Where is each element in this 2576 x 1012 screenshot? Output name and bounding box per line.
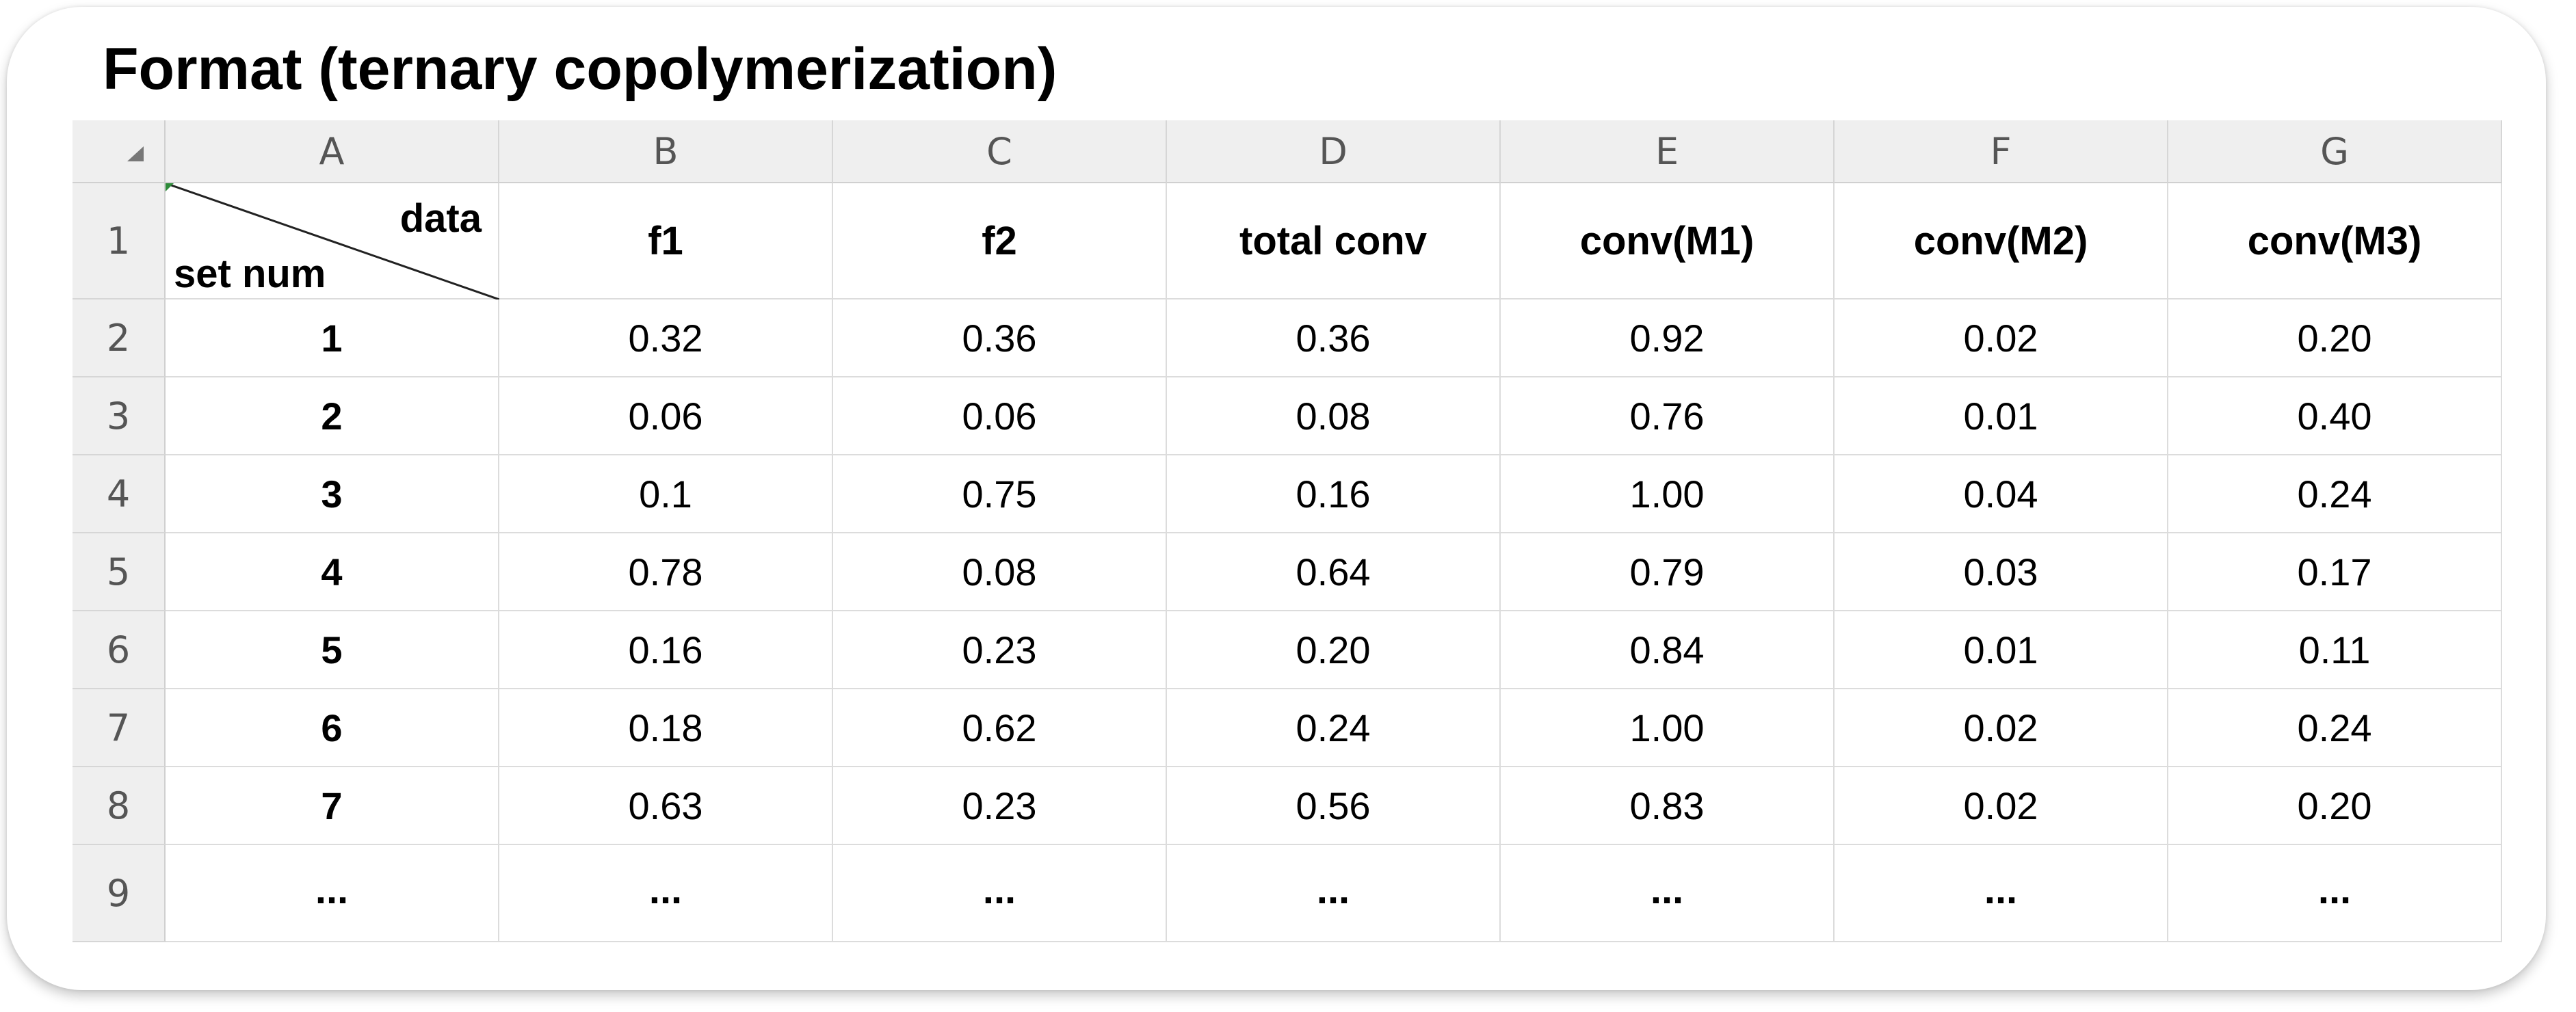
cell-f6[interactable]: 0.01 bbox=[1835, 611, 2168, 689]
cell-a3[interactable]: 2 bbox=[166, 377, 499, 455]
cell-d8[interactable]: 0.56 bbox=[1167, 767, 1501, 845]
row-header-5[interactable]: 5 bbox=[73, 533, 166, 611]
cell-f8[interactable]: 0.02 bbox=[1835, 767, 2168, 845]
diagonal-divider bbox=[166, 183, 499, 299]
row-header-1[interactable]: 1 bbox=[73, 183, 166, 299]
cell-g5[interactable]: 0.17 bbox=[2168, 533, 2502, 611]
cell-e7[interactable]: 1.00 bbox=[1501, 689, 1835, 767]
cell-g9[interactable]: ... bbox=[2168, 845, 2502, 942]
page-title: Format (ternary copolymerization) bbox=[103, 36, 1057, 102]
cell-e3[interactable]: 0.76 bbox=[1501, 377, 1835, 455]
selection-marker-icon bbox=[166, 183, 174, 191]
cell-f9[interactable]: ... bbox=[1835, 845, 2168, 942]
cell-c3[interactable]: 0.06 bbox=[833, 377, 1167, 455]
cell-b2[interactable]: 0.32 bbox=[499, 299, 833, 377]
cell-a2[interactable]: 1 bbox=[166, 299, 499, 377]
cell-d2[interactable]: 0.36 bbox=[1167, 299, 1501, 377]
cell-f4[interactable]: 0.04 bbox=[1835, 455, 2168, 533]
cell-a1-diagonal-header[interactable]: data set num bbox=[166, 183, 499, 299]
cell-c1-header[interactable]: f2 bbox=[833, 183, 1167, 299]
column-header-d[interactable]: D bbox=[1167, 120, 1501, 183]
diagonal-line bbox=[166, 183, 499, 299]
cell-e9[interactable]: ... bbox=[1501, 845, 1835, 942]
cell-a8[interactable]: 7 bbox=[166, 767, 499, 845]
row-header-4[interactable]: 4 bbox=[73, 455, 166, 533]
spreadsheet-grid: A B C D E F G 1 data set num f1 f2 total conv conv(M1… bbox=[73, 120, 2502, 942]
cell-b1-header[interactable]: f1 bbox=[499, 183, 833, 299]
cell-c9[interactable]: ... bbox=[833, 845, 1167, 942]
cell-c7[interactable]: 0.62 bbox=[833, 689, 1167, 767]
cell-e4[interactable]: 1.00 bbox=[1501, 455, 1835, 533]
cell-f5[interactable]: 0.03 bbox=[1835, 533, 2168, 611]
cell-b7[interactable]: 0.18 bbox=[499, 689, 833, 767]
cell-a6[interactable]: 5 bbox=[166, 611, 499, 689]
cell-d6[interactable]: 0.20 bbox=[1167, 611, 1501, 689]
cell-f3[interactable]: 0.01 bbox=[1835, 377, 2168, 455]
cell-c5[interactable]: 0.08 bbox=[833, 533, 1167, 611]
cell-g8[interactable]: 0.20 bbox=[2168, 767, 2502, 845]
column-header-b[interactable]: B bbox=[499, 120, 833, 183]
cell-g3[interactable]: 0.40 bbox=[2168, 377, 2502, 455]
cell-d3[interactable]: 0.08 bbox=[1167, 377, 1501, 455]
column-header-e[interactable]: E bbox=[1501, 120, 1835, 183]
a1-top-label: data bbox=[399, 196, 482, 241]
cell-f2[interactable]: 0.02 bbox=[1835, 299, 2168, 377]
cell-a5[interactable]: 4 bbox=[166, 533, 499, 611]
cell-b3[interactable]: 0.06 bbox=[499, 377, 833, 455]
cell-d4[interactable]: 0.16 bbox=[1167, 455, 1501, 533]
cell-a4[interactable]: 3 bbox=[166, 455, 499, 533]
cell-g6[interactable]: 0.11 bbox=[2168, 611, 2502, 689]
cell-e5[interactable]: 0.79 bbox=[1501, 533, 1835, 611]
cell-c8[interactable]: 0.23 bbox=[833, 767, 1167, 845]
cell-d5[interactable]: 0.64 bbox=[1167, 533, 1501, 611]
cell-d9[interactable]: ... bbox=[1167, 845, 1501, 942]
cell-g1-header[interactable]: conv(M3) bbox=[2168, 183, 2502, 299]
cell-c4[interactable]: 0.75 bbox=[833, 455, 1167, 533]
column-header-c[interactable]: C bbox=[833, 120, 1167, 183]
row-header-9[interactable]: 9 bbox=[73, 845, 166, 942]
cell-c2[interactable]: 0.36 bbox=[833, 299, 1167, 377]
cell-e6[interactable]: 0.84 bbox=[1501, 611, 1835, 689]
row-header-7[interactable]: 7 bbox=[73, 689, 166, 767]
cell-b4[interactable]: 0.1 bbox=[499, 455, 833, 533]
cell-a7[interactable]: 6 bbox=[166, 689, 499, 767]
column-header-a[interactable]: A bbox=[166, 120, 499, 183]
column-header-g[interactable]: G bbox=[2168, 120, 2502, 183]
cell-d1-header[interactable]: total conv bbox=[1167, 183, 1501, 299]
column-header-f[interactable]: F bbox=[1835, 120, 2168, 183]
cell-e8[interactable]: 0.83 bbox=[1501, 767, 1835, 845]
a1-bottom-label: set num bbox=[174, 252, 326, 296]
row-header-2[interactable]: 2 bbox=[73, 299, 166, 377]
cell-b9[interactable]: ... bbox=[499, 845, 833, 942]
cell-f1-header[interactable]: conv(M2) bbox=[1835, 183, 2168, 299]
cell-g2[interactable]: 0.20 bbox=[2168, 299, 2502, 377]
select-all-corner[interactable] bbox=[73, 120, 166, 183]
cell-a9[interactable]: ... bbox=[166, 845, 499, 942]
row-header-3[interactable]: 3 bbox=[73, 377, 166, 455]
cell-d7[interactable]: 0.24 bbox=[1167, 689, 1501, 767]
cell-b6[interactable]: 0.16 bbox=[499, 611, 833, 689]
cell-b5[interactable]: 0.78 bbox=[499, 533, 833, 611]
cell-e2[interactable]: 0.92 bbox=[1501, 299, 1835, 377]
row-header-6[interactable]: 6 bbox=[73, 611, 166, 689]
cell-e1-header[interactable]: conv(M1) bbox=[1501, 183, 1835, 299]
cell-f7[interactable]: 0.02 bbox=[1835, 689, 2168, 767]
cell-g7[interactable]: 0.24 bbox=[2168, 689, 2502, 767]
row-header-8[interactable]: 8 bbox=[73, 767, 166, 845]
select-all-triangle-icon bbox=[127, 146, 144, 161]
cell-g4[interactable]: 0.24 bbox=[2168, 455, 2502, 533]
cell-b8[interactable]: 0.63 bbox=[499, 767, 833, 845]
cell-c6[interactable]: 0.23 bbox=[833, 611, 1167, 689]
